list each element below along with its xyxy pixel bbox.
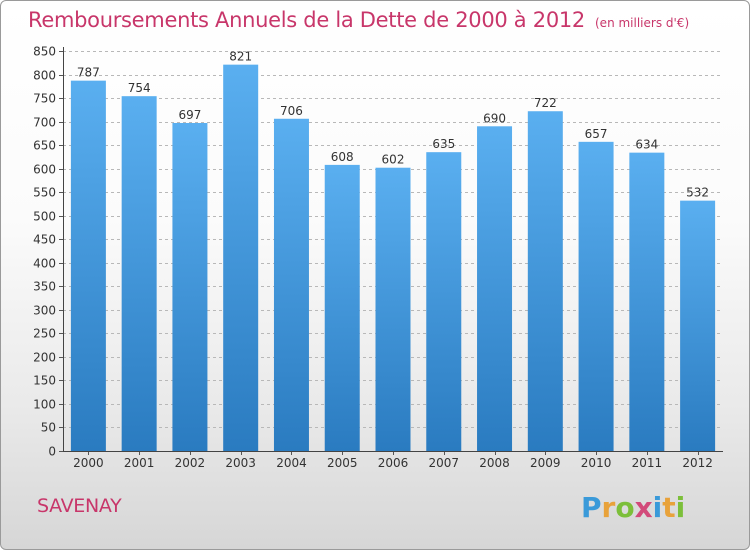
x-tick-label: 2002 [175,456,206,470]
value-label: 754 [128,81,151,95]
value-label: 690 [483,111,506,125]
value-label: 634 [635,138,658,152]
bar [527,111,563,451]
value-label: 635 [432,137,455,151]
value-label: 602 [382,153,405,167]
x-tick-label: 2008 [479,456,510,470]
logo-letter: P [581,491,602,524]
y-tick-label: 250 [33,327,56,341]
x-tick-label: 2007 [428,456,459,470]
bar [680,200,716,451]
y-tick-label: 350 [33,280,56,294]
x-tick-label: 2000 [73,456,104,470]
x-tick-label: 2005 [327,456,358,470]
x-tick-label: 2010 [581,456,612,470]
bar [121,96,157,452]
logo-letter: r [601,491,616,524]
y-tick-label: 50 [41,421,56,435]
y-tick-label: 300 [33,304,56,318]
chart-unit: (en milliers d'€) [595,16,690,30]
x-tick-label: 2006 [378,456,409,470]
bar [172,123,208,451]
y-tick-label: 500 [33,210,56,224]
y-tick-label: 400 [33,257,56,271]
chart-title: Remboursements Annuels de la Dette de 20… [28,8,585,32]
value-label: 608 [331,150,354,164]
y-tick-label: 100 [33,398,56,412]
y-tick-label: 650 [33,139,56,153]
bar [578,141,614,451]
value-label: 821 [229,50,252,64]
value-label: 532 [686,186,709,200]
y-tick-label: 750 [33,92,56,106]
y-tick-label: 850 [33,45,56,59]
labels: 0 50 100 150 200 250 300 350 400 450 500 550 600 650 7… [33,45,713,471]
bar [70,80,106,451]
bar [629,152,665,451]
y-tick-label: 700 [33,116,56,130]
logo-letter: i [652,491,663,524]
logo-letter: x [634,491,653,524]
value-label: 722 [534,96,557,110]
bar [223,64,259,451]
bar [477,126,513,451]
x-tick-label: 2003 [225,456,256,470]
value-label: 697 [178,108,201,122]
y-tick-label: 150 [33,374,56,388]
logo-letter: t [662,491,676,524]
x-tick-label: 2004 [276,456,307,470]
proxiti-logo: Proxiti [581,491,685,524]
bars [70,64,716,452]
value-label: 706 [280,104,303,118]
y-tick-label: 450 [33,233,56,247]
x-tick-label: 2011 [632,456,663,470]
x-tick-label: 2012 [682,456,713,470]
bar [273,118,309,451]
axes [59,47,723,455]
town-name: SAVENAY [37,495,122,517]
title-block: Remboursements Annuels de la Dette de 20… [28,8,689,32]
x-tick-label: 2009 [530,456,561,470]
y-tick-label: 800 [33,69,56,83]
y-tick-label: 0 [48,445,56,459]
y-tick-label: 550 [33,186,56,200]
value-label: 787 [77,66,100,80]
y-tick-label: 600 [33,163,56,177]
x-tick-label: 2001 [124,456,155,470]
bar [426,152,462,452]
bar [324,164,360,451]
logo-letter: o [615,491,635,524]
value-label: 657 [585,127,608,141]
bar [375,167,411,452]
logo-letter: i [675,491,686,524]
y-tick-label: 200 [33,351,56,365]
